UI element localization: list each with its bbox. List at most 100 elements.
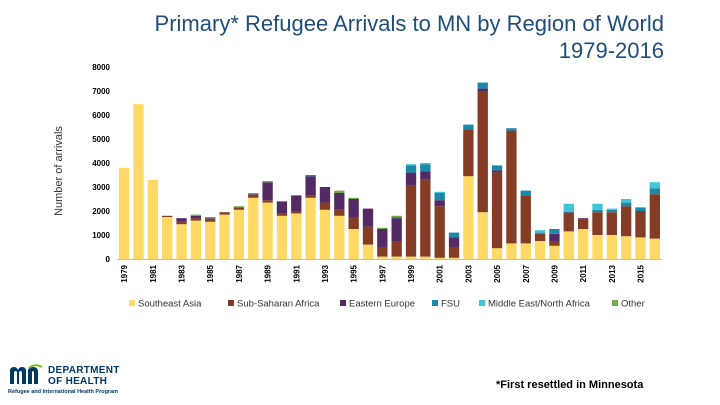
bar-segment xyxy=(319,209,331,259)
x-tick-label: 2005 xyxy=(493,264,502,282)
logo-line1: DEPARTMENT xyxy=(48,365,120,376)
x-tick-label: 1989 xyxy=(264,264,273,282)
bar-segment xyxy=(592,212,603,235)
bar-segment xyxy=(635,207,646,211)
bar-segment xyxy=(176,221,187,225)
bar-segment xyxy=(434,193,445,201)
bar-segment xyxy=(276,201,288,214)
bar-segment xyxy=(534,233,546,241)
bar-segment xyxy=(377,247,388,257)
bar-segment xyxy=(319,202,331,210)
x-tick-label: 1981 xyxy=(149,264,158,282)
bar-segment xyxy=(549,245,560,259)
logo-line2: OF HEALTH xyxy=(48,376,108,387)
x-tick-label: 2001 xyxy=(436,264,445,282)
bar-segment xyxy=(491,165,503,171)
bar-segment xyxy=(534,241,546,259)
bar-segment xyxy=(176,224,187,259)
bar-segment xyxy=(291,211,302,214)
bar-segment xyxy=(248,194,259,196)
x-tick-label: 1987 xyxy=(235,264,244,282)
bar-segment xyxy=(420,256,431,259)
bar-segment xyxy=(434,200,445,207)
bar-segment xyxy=(176,218,187,222)
bar-segment xyxy=(348,229,359,259)
y-tick-label: 8000 xyxy=(92,63,110,72)
legend-label: FSU xyxy=(441,299,460,310)
legend-swatch xyxy=(612,300,618,306)
bar-segment xyxy=(592,209,603,213)
legend-swatch xyxy=(479,300,485,306)
bar-segment xyxy=(405,185,417,257)
bar-segment xyxy=(620,202,632,207)
bar-segment xyxy=(405,165,417,173)
bar-segment xyxy=(319,187,331,203)
bar-segment xyxy=(577,218,589,220)
bar-segment xyxy=(362,208,374,227)
bar-segment xyxy=(534,232,546,234)
x-tick-label: 2007 xyxy=(522,264,531,282)
x-tick-label: 2011 xyxy=(579,264,588,282)
bar-segment xyxy=(549,241,560,246)
y-tick-label: 3000 xyxy=(92,183,110,192)
bar-segment xyxy=(448,237,460,247)
bar-segment xyxy=(520,190,531,196)
y-tick-label: 7000 xyxy=(92,87,110,96)
x-tick-label: 2013 xyxy=(608,264,617,282)
bar-segment xyxy=(420,179,431,257)
bar-segment xyxy=(577,219,589,229)
bar-segment xyxy=(262,200,273,203)
bar-segment xyxy=(434,206,445,258)
bar-segment xyxy=(305,175,316,177)
x-tick-label: 2009 xyxy=(550,264,559,282)
bar-segment xyxy=(649,182,660,189)
legend-swatch xyxy=(228,300,234,306)
bar-segment xyxy=(420,163,431,165)
y-tick-label: 0 xyxy=(106,255,111,264)
bar-segment xyxy=(348,199,359,217)
bar-segment xyxy=(219,214,230,259)
bar-segment xyxy=(162,215,173,217)
bar-segment xyxy=(205,221,216,259)
bar-segment xyxy=(233,207,245,210)
logo-subtitle: Refugee and International Health Program xyxy=(8,389,119,395)
bar-segment xyxy=(248,197,259,259)
bar-segment xyxy=(534,230,546,233)
bar-segment xyxy=(463,176,474,259)
bar-segment xyxy=(362,226,374,245)
bar-segment xyxy=(491,172,503,249)
bar-segment xyxy=(334,215,345,259)
bar-segment xyxy=(434,191,445,193)
chart-title-line1: Primary* Refugee Arrivals to MN by Regio… xyxy=(154,11,664,36)
bar-segment xyxy=(190,220,202,259)
bar-segment xyxy=(563,203,574,213)
bar-segment xyxy=(362,244,374,259)
bar-segment xyxy=(606,235,617,259)
bar-segment xyxy=(377,227,388,229)
bar-segment xyxy=(162,217,173,259)
bar-segment xyxy=(147,179,159,259)
bar-segment xyxy=(620,199,632,203)
x-tick-label: 1985 xyxy=(206,264,215,282)
bar-segment xyxy=(448,247,460,258)
footnote: *First resettled in Minnesota xyxy=(496,379,644,391)
bar-segment xyxy=(577,229,589,259)
x-tick-label: 1997 xyxy=(378,264,387,282)
bar-segment xyxy=(491,170,503,173)
bar-segment xyxy=(463,124,474,130)
bar-segment xyxy=(334,209,345,216)
legend-swatch xyxy=(340,300,346,306)
logo-text: DEPARTMENT OF HEALTH xyxy=(48,365,120,387)
bar-segment xyxy=(649,238,660,259)
bar-segment xyxy=(219,212,230,215)
legend-label: Eastern Europe xyxy=(349,299,415,310)
bar-segment xyxy=(305,195,316,198)
legend-label: Other xyxy=(621,299,645,310)
bar-segment xyxy=(649,194,660,239)
bar-segment xyxy=(391,256,402,259)
bar-segment xyxy=(477,91,488,213)
bar-segment xyxy=(477,212,488,259)
bar-segment xyxy=(291,213,302,259)
bar-segment xyxy=(233,209,245,259)
